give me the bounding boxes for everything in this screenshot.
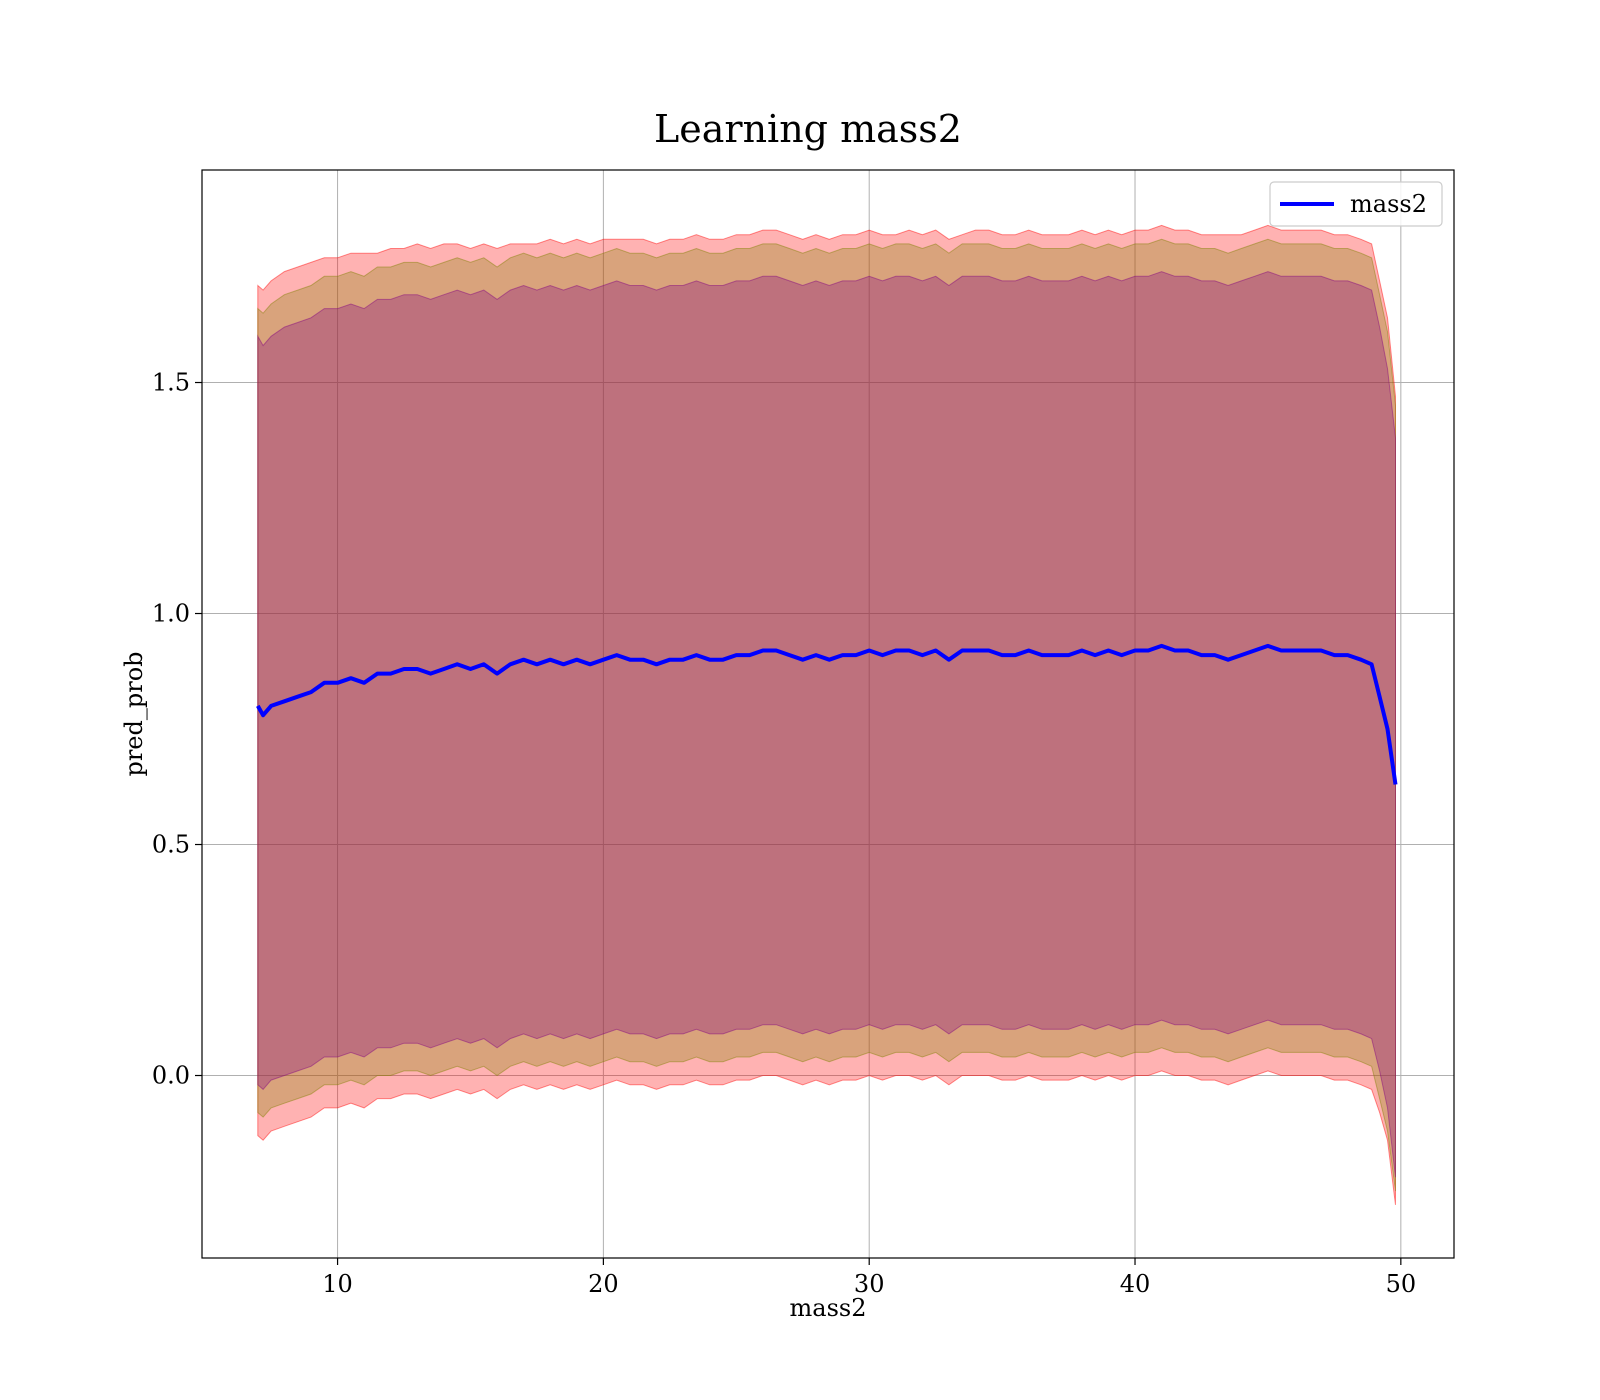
x-tick-label: 30 — [854, 1270, 885, 1298]
x-tick-label: 20 — [588, 1270, 619, 1298]
confidence-bands — [257, 224, 1396, 1205]
y-tick-label: 1.0 — [152, 600, 190, 628]
confidence-band-2 — [257, 238, 1396, 1192]
plot-frame — [201, 169, 1455, 1259]
y-tick-label: 1.5 — [152, 369, 190, 397]
x-axis-label: mass2 — [790, 1294, 867, 1322]
y-axis-ticks: 0.0 0.5 1.0 1.5 — [152, 369, 202, 1090]
y-tick-label: 0.0 — [152, 1062, 190, 1090]
legend-box — [1269, 181, 1443, 227]
legend-label: mass2 — [1350, 190, 1427, 218]
x-axis-ticks: 10 20 30 40 50 — [322, 1258, 1416, 1298]
x-tick-label: 50 — [1386, 1270, 1417, 1298]
y-tick-label: 0.5 — [152, 831, 190, 859]
chart-title: Learning mass2 — [654, 107, 962, 151]
series-line-mass2 — [256, 643, 1398, 785]
series-lines — [256, 643, 1398, 785]
legend: mass2 — [1269, 181, 1443, 227]
y-axis-label: pred_prob — [120, 651, 148, 776]
x-tick-label: 10 — [322, 1270, 353, 1298]
grid — [202, 170, 1454, 1258]
confidence-band-3 — [257, 271, 1396, 1178]
x-tick-label: 40 — [1120, 1270, 1151, 1298]
confidence-band-1 — [257, 224, 1396, 1205]
